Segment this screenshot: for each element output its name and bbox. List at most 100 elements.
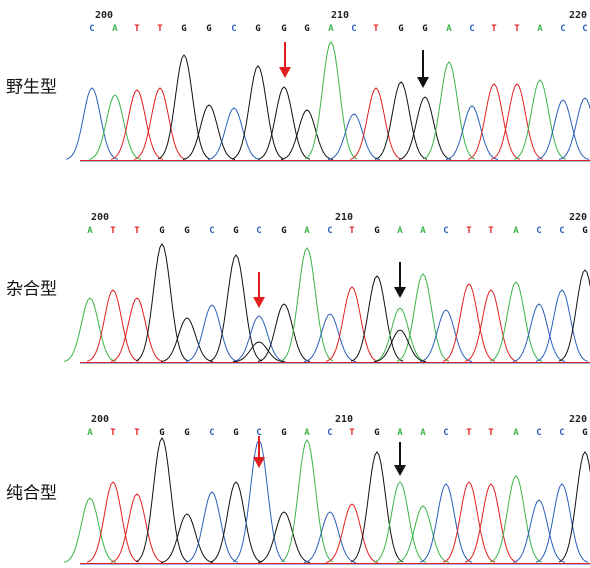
trace-peak	[328, 114, 380, 160]
trace-peak	[158, 55, 210, 159]
trace-peak	[136, 438, 188, 562]
base-call: C	[209, 226, 214, 236]
base-call: G	[184, 226, 189, 236]
base-call: C	[256, 226, 261, 236]
base-call: C	[469, 24, 474, 34]
base-call: C	[560, 24, 565, 34]
trace-peak	[136, 244, 188, 361]
chromatogram-figure: 野生型200210220CATTGGCGGGACTGGACTTACC杂合型200…	[0, 0, 590, 568]
base-call: G	[582, 226, 587, 236]
trace-peak	[375, 82, 427, 159]
base-call: G	[233, 226, 238, 236]
trace-peak	[514, 80, 566, 159]
trace-peak	[258, 304, 310, 362]
trace-peak	[513, 304, 565, 362]
position-number: 210	[335, 212, 353, 223]
base-call: T	[466, 428, 472, 438]
base-call: G	[184, 428, 189, 438]
trace-peak	[350, 88, 402, 159]
base-call: A	[420, 428, 426, 438]
trace-peak	[537, 100, 589, 159]
trace-peak	[186, 305, 238, 362]
trace-peak	[446, 106, 498, 160]
arrow-head	[253, 457, 265, 468]
base-call: A	[446, 24, 452, 34]
base-call: C	[327, 226, 332, 236]
base-call: T	[134, 428, 140, 438]
trace-peak	[490, 476, 542, 562]
sample-label: 杂合型	[6, 280, 57, 300]
base-call: T	[466, 226, 472, 236]
base-call: T	[514, 24, 520, 34]
base-call: C	[536, 226, 541, 236]
base-call: C	[443, 428, 448, 438]
base-call: G	[159, 226, 164, 236]
base-call: G	[281, 226, 286, 236]
base-call: G	[255, 24, 260, 34]
trace-peak	[397, 506, 449, 563]
trace-peak	[465, 484, 517, 562]
base-call: G	[398, 24, 403, 34]
trace-peak	[374, 308, 426, 362]
page: {"panels": [ {"label": "野生型", "positions…	[0, 0, 590, 568]
trace-peak	[161, 514, 213, 563]
trace-peak	[559, 98, 590, 159]
trace-peak	[64, 498, 116, 562]
trace-peak	[64, 298, 116, 361]
base-call: A	[87, 226, 93, 236]
base-call: C	[351, 24, 356, 34]
base-call: T	[134, 24, 140, 34]
trace-peak	[326, 504, 378, 563]
trace-peak	[374, 482, 426, 562]
base-call: T	[373, 24, 379, 34]
base-call: C	[582, 24, 587, 34]
trace-peak	[281, 110, 333, 160]
position-number: 200	[95, 10, 113, 21]
trace-peak	[89, 95, 141, 159]
base-call: G	[582, 428, 587, 438]
trace-peak	[536, 290, 588, 361]
base-call: G	[159, 428, 164, 438]
trace-peak	[281, 440, 333, 562]
base-call: A	[87, 428, 93, 438]
base-call: C	[327, 428, 332, 438]
arrow-head	[394, 287, 406, 298]
trace-peak	[111, 298, 163, 361]
base-call: G	[374, 428, 379, 438]
sample-label: 纯合型	[6, 484, 57, 504]
base-call: A	[513, 428, 519, 438]
trace-peak	[513, 500, 565, 562]
trace-peak	[258, 512, 310, 563]
trace-peak	[208, 108, 260, 160]
base-call: C	[559, 428, 564, 438]
trace-peak	[351, 452, 403, 562]
trace-peak	[87, 482, 139, 562]
base-call: A	[397, 428, 403, 438]
position-number: 220	[569, 212, 587, 223]
base-call: T	[349, 226, 355, 236]
trace-peak	[304, 314, 356, 362]
base-call: G	[422, 24, 427, 34]
base-call: T	[157, 24, 163, 34]
base-call: C	[443, 226, 448, 236]
arrow-head	[253, 297, 265, 308]
base-call: G	[233, 428, 238, 438]
arrow-head	[279, 67, 291, 78]
trace-peak	[490, 282, 542, 361]
trace-peak	[304, 512, 356, 563]
base-call: T	[488, 226, 494, 236]
trace-peak	[536, 484, 588, 562]
position-number: 210	[331, 10, 349, 21]
trace-peak	[66, 88, 118, 159]
base-call: T	[488, 428, 494, 438]
base-call: C	[209, 428, 214, 438]
base-call: T	[110, 428, 116, 438]
position-number: 200	[91, 212, 109, 223]
base-call: G	[374, 226, 379, 236]
base-call: A	[304, 226, 310, 236]
trace-peak	[399, 97, 451, 159]
base-call: G	[281, 428, 286, 438]
trace-peak	[420, 310, 472, 362]
trace-peak	[161, 318, 213, 362]
base-call: G	[304, 24, 309, 34]
